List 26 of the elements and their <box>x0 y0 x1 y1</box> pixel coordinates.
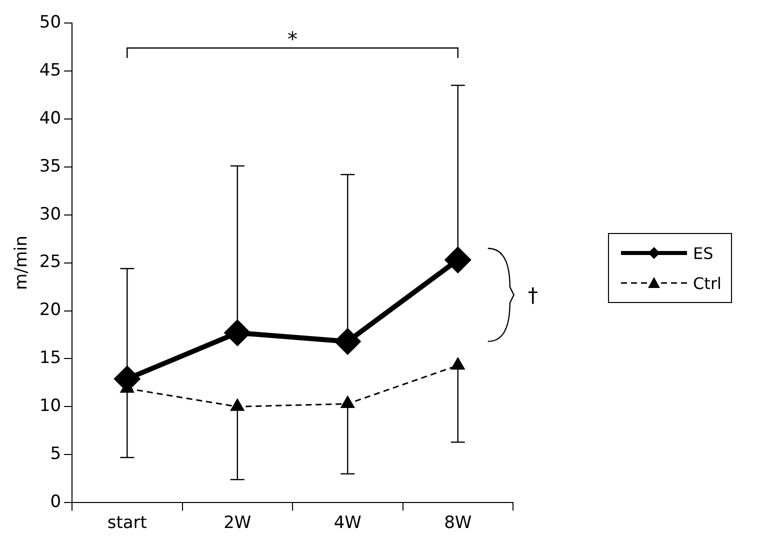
y-axis-title: m/min <box>12 236 32 290</box>
y-tick-label: 10 <box>39 396 62 416</box>
y-tick-label: 20 <box>39 300 62 320</box>
y-tick-label: 15 <box>39 348 62 368</box>
annotation: * <box>288 27 298 51</box>
y-tick-label: 45 <box>39 60 62 80</box>
x-tick-label: start <box>107 513 148 534</box>
point <box>230 398 244 411</box>
legend-label: ES <box>693 244 714 262</box>
y-tick-label: 0 <box>50 492 62 512</box>
x-tick-label: 4W <box>334 513 362 534</box>
point <box>224 320 250 346</box>
y-tick-label: 30 <box>39 204 62 224</box>
point <box>340 396 354 408</box>
y-tick-label: 25 <box>39 252 62 272</box>
y-tick-label: 40 <box>39 108 62 128</box>
point <box>451 358 465 370</box>
point <box>445 247 470 272</box>
y-tick-label: 5 <box>50 444 62 464</box>
point <box>335 328 360 354</box>
y-tick-label: 35 <box>39 156 62 176</box>
text: † <box>528 282 538 307</box>
x-tick-label: 8W <box>444 513 472 534</box>
y-tick-label: 50 <box>39 12 62 32</box>
x-tick-label: 2W <box>224 513 252 534</box>
legend-label: Ctrl <box>693 274 722 292</box>
